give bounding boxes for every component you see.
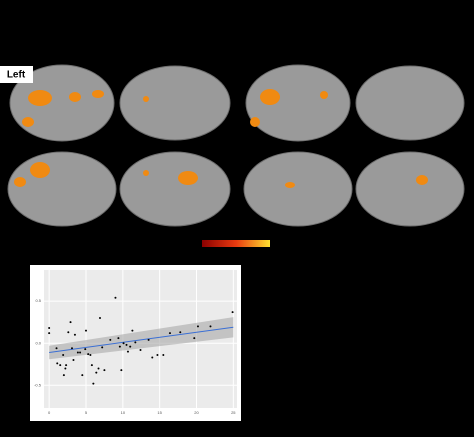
point: [55, 347, 58, 350]
x-tick-label: 15: [157, 410, 162, 415]
hemisphere-label: Left: [7, 70, 26, 81]
point: [125, 343, 128, 346]
point: [139, 348, 142, 351]
point: [56, 362, 59, 365]
point: [147, 338, 150, 341]
point: [90, 364, 93, 367]
label-box: [0, 66, 33, 83]
brain-panels: [7, 64, 465, 227]
point: [151, 356, 154, 359]
point: [120, 369, 123, 372]
point: [89, 353, 92, 356]
point: [64, 367, 67, 370]
point: [118, 345, 121, 348]
activation-blobs: [14, 89, 428, 188]
point: [97, 367, 100, 370]
point: [84, 348, 87, 351]
point: [69, 321, 72, 324]
point: [84, 329, 87, 332]
fit-line: [49, 326, 234, 353]
point: [92, 382, 95, 385]
y-tick-label: 0.0: [35, 340, 41, 345]
y-tick-label: -0.5: [34, 382, 42, 387]
confidence-band: [49, 317, 234, 360]
x-tick-label: 20: [194, 410, 199, 415]
point: [231, 311, 234, 314]
point: [59, 364, 62, 367]
point: [87, 353, 90, 356]
point: [62, 353, 65, 356]
point: [65, 364, 68, 367]
point: [67, 331, 70, 334]
point: [126, 350, 129, 353]
point: [73, 333, 76, 336]
point: [196, 325, 199, 328]
point: [95, 371, 98, 374]
x-tick-label: 0: [48, 410, 51, 415]
point: [129, 345, 132, 348]
point: [72, 359, 75, 362]
point: [131, 329, 134, 332]
colorbar: [202, 240, 270, 247]
point: [76, 351, 79, 354]
point: [162, 353, 165, 356]
point: [70, 347, 73, 350]
point: [62, 374, 65, 377]
point: [117, 337, 120, 340]
point: [122, 342, 125, 345]
point: [48, 327, 51, 330]
point: [101, 346, 104, 349]
y-tick-label: 0.5: [35, 298, 41, 303]
point: [156, 353, 159, 356]
point: [98, 316, 101, 319]
point: [79, 351, 82, 354]
point: [209, 325, 212, 328]
x-tick-label: 5: [85, 410, 88, 415]
point: [179, 331, 182, 334]
point: [81, 374, 84, 377]
x-tick-label: 25: [231, 410, 236, 415]
x-tick-label: 10: [121, 410, 126, 415]
point: [109, 338, 112, 341]
point: [134, 341, 137, 344]
point: [48, 332, 51, 335]
point: [193, 337, 196, 340]
point: [114, 296, 117, 299]
point: [168, 332, 171, 335]
point: [103, 369, 106, 372]
